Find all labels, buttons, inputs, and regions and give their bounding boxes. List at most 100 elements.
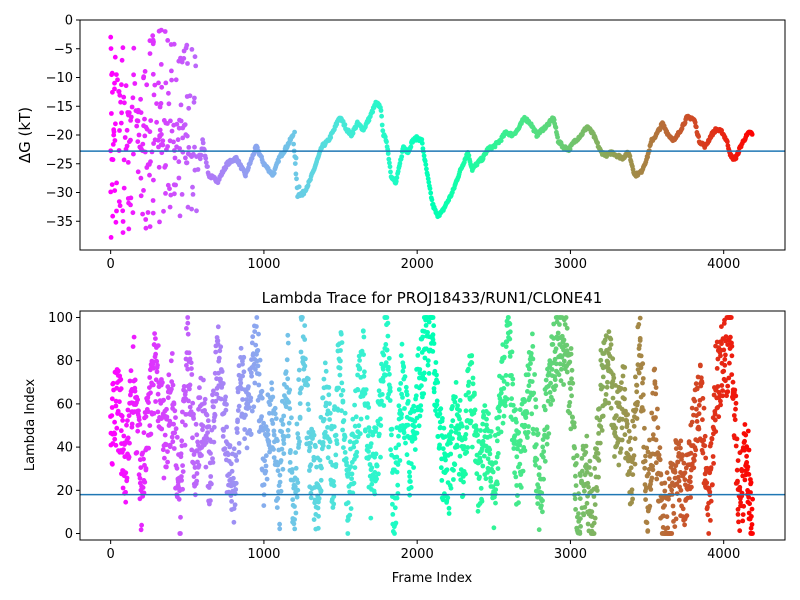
data-point <box>698 375 704 381</box>
data-point <box>368 515 374 521</box>
data-point <box>140 485 146 490</box>
data-point <box>583 443 589 449</box>
data-point <box>522 399 527 404</box>
y-tick-label: −5 <box>54 42 73 57</box>
data-point <box>187 93 193 99</box>
data-point <box>323 429 328 435</box>
data-point <box>374 476 379 482</box>
data-point <box>128 137 133 143</box>
data-point <box>232 502 238 508</box>
data-point <box>396 387 402 392</box>
data-point <box>108 34 114 40</box>
data-point <box>599 428 605 433</box>
data-point <box>164 442 169 448</box>
data-point <box>153 336 158 341</box>
data-point <box>548 380 553 386</box>
data-point <box>200 427 205 433</box>
data-point <box>696 402 702 408</box>
data-point <box>262 458 267 464</box>
data-point <box>112 138 118 143</box>
data-point <box>283 369 289 375</box>
data-point <box>518 438 523 444</box>
data-point <box>559 354 565 360</box>
data-point <box>277 479 283 485</box>
data-point <box>110 89 115 95</box>
data-point <box>396 403 402 409</box>
data-point <box>289 415 294 421</box>
data-point <box>338 392 344 398</box>
data-point <box>224 424 230 430</box>
data-point <box>598 357 604 363</box>
data-point <box>155 343 161 348</box>
data-point <box>423 323 429 328</box>
data-point <box>728 315 734 320</box>
data-point <box>412 436 418 441</box>
data-point <box>746 447 752 453</box>
data-point <box>113 442 119 448</box>
data-point <box>183 155 188 161</box>
data-point <box>405 398 411 404</box>
data-point <box>247 428 253 433</box>
data-point <box>727 360 732 366</box>
data-point <box>738 500 743 505</box>
data-point <box>491 525 497 531</box>
data-point <box>594 446 599 452</box>
data-point <box>155 409 161 415</box>
data-point <box>397 408 403 413</box>
data-point <box>173 182 179 188</box>
data-point <box>203 155 209 161</box>
data-point <box>221 428 227 433</box>
data-point <box>363 387 369 392</box>
data-point <box>257 357 263 363</box>
data-point <box>124 127 130 133</box>
data-point <box>196 462 202 468</box>
data-point <box>701 437 707 443</box>
data-point <box>302 323 308 328</box>
data-point <box>448 440 453 446</box>
data-point <box>697 362 703 368</box>
data-point <box>278 458 284 463</box>
data-point <box>246 392 252 397</box>
data-point <box>540 454 546 460</box>
data-point <box>394 175 400 181</box>
data-point <box>448 429 454 435</box>
data-point <box>135 169 141 175</box>
data-point <box>271 170 277 176</box>
data-point <box>650 467 656 473</box>
data-point <box>737 528 743 534</box>
data-point <box>152 331 158 336</box>
data-point <box>619 380 624 385</box>
data-point <box>576 511 581 516</box>
data-point <box>108 189 114 195</box>
data-point <box>191 411 196 417</box>
y-tick-label: −35 <box>46 215 73 230</box>
data-point <box>537 465 542 471</box>
data-point <box>162 432 168 438</box>
data-point <box>255 145 260 151</box>
data-point <box>629 487 635 493</box>
data-point <box>533 397 538 402</box>
data-point <box>503 344 509 349</box>
data-point <box>390 512 396 517</box>
data-point <box>591 531 597 536</box>
data-point <box>231 506 237 511</box>
data-point <box>536 472 542 477</box>
data-point <box>388 447 393 453</box>
data-point <box>676 497 682 503</box>
data-point <box>217 348 223 354</box>
data-point <box>693 447 699 453</box>
data-point <box>461 479 466 485</box>
data-point <box>526 424 531 429</box>
data-point <box>591 520 597 526</box>
data-point <box>205 418 211 424</box>
data-point <box>189 47 195 52</box>
data-point <box>678 445 683 451</box>
data-point <box>362 369 367 375</box>
data-point <box>198 152 204 158</box>
data-point <box>130 344 136 349</box>
data-point <box>185 366 191 372</box>
data-point <box>443 434 448 439</box>
data-point <box>632 461 638 467</box>
data-point <box>226 452 231 457</box>
data-point <box>699 380 705 386</box>
